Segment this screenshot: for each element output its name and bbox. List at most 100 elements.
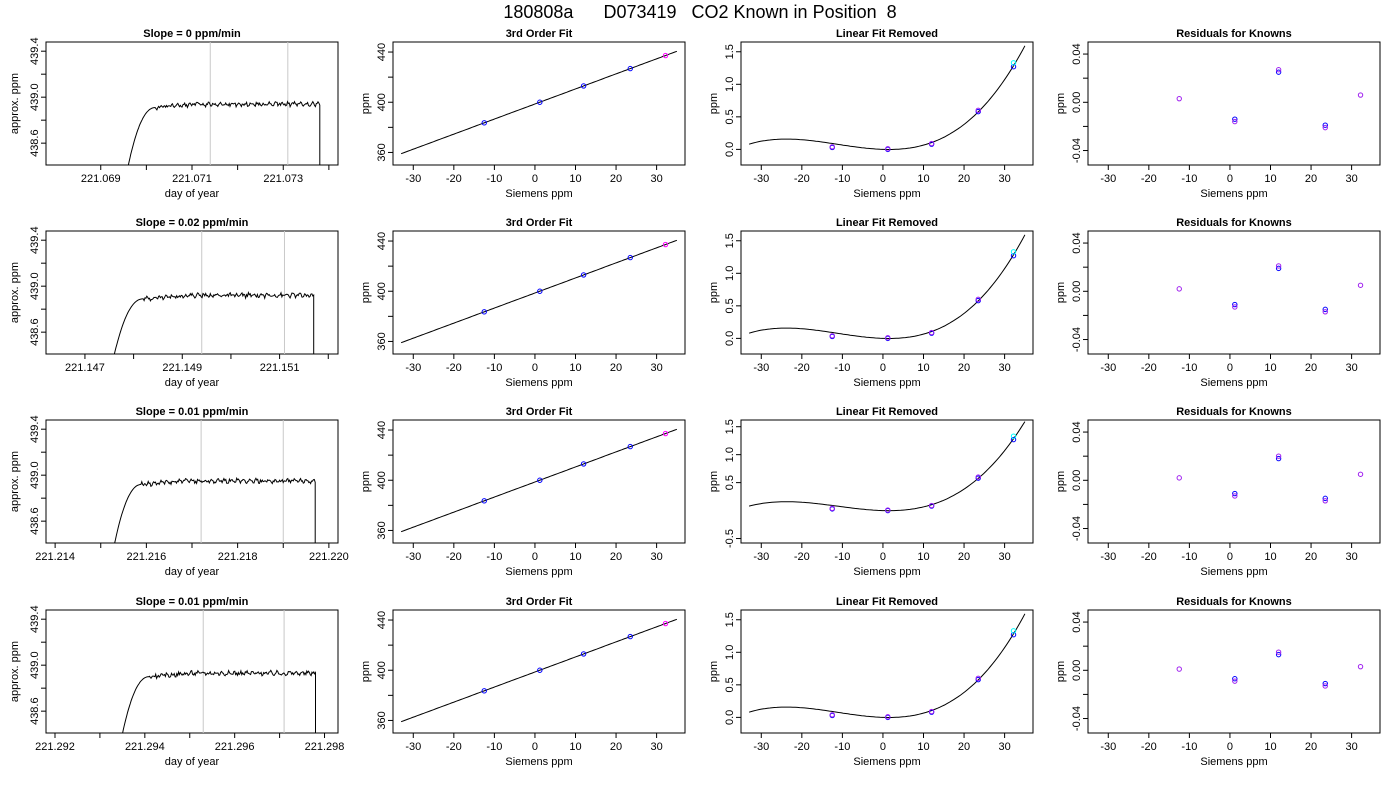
- y-tick-label: 0.5: [724, 677, 736, 692]
- y-tick-label: 400: [376, 282, 388, 300]
- y-tick-label: 0.5: [724, 475, 736, 490]
- y-tick-label: 439.0: [29, 83, 41, 111]
- x-axis-label: Siemens ppm: [1200, 188, 1267, 200]
- panel-title: Slope = 0.01 ppm/min: [136, 406, 249, 418]
- panel-title: Linear Fit Removed: [836, 28, 938, 40]
- y-tick-label: 438.6: [29, 697, 41, 725]
- data-point: [580, 83, 587, 89]
- trace-line: [122, 669, 316, 733]
- data-point: [1322, 680, 1328, 687]
- x-axis-label: Siemens ppm: [853, 377, 920, 389]
- y-tick-label: 0.0: [724, 710, 736, 725]
- x-tick-label: 20: [1305, 362, 1317, 374]
- data-point: [1010, 60, 1017, 66]
- x-tick-label: 30: [1345, 551, 1357, 563]
- x-tick-label: 0: [532, 173, 538, 185]
- x-tick-label: 221.292: [35, 741, 75, 753]
- y-axis-label: approx. ppm: [9, 641, 21, 702]
- y-axis-label: ppm: [708, 93, 720, 114]
- x-tick-label: 0: [1227, 741, 1233, 753]
- fit-curve: [400, 618, 678, 723]
- data-point: [928, 502, 935, 509]
- x-tick-label: 0: [1227, 173, 1233, 185]
- y-axis-label: approx. ppm: [9, 451, 21, 512]
- x-tick-label: -10: [486, 741, 502, 753]
- fit-curve: [400, 239, 678, 344]
- y-tick-label: 439.0: [29, 461, 41, 489]
- data-point: [627, 443, 633, 450]
- data-point: [829, 144, 835, 150]
- x-tick-label: 221.149: [162, 362, 202, 374]
- x-tick-label: -20: [1141, 173, 1157, 185]
- x-tick-label: 30: [1345, 741, 1357, 753]
- y-axis-label: approx. ppm: [9, 262, 21, 323]
- data-point: [1275, 265, 1282, 272]
- data-point: [1357, 92, 1364, 98]
- x-tick-label: -30: [405, 551, 421, 563]
- y-tick-label: 360: [376, 711, 388, 729]
- x-tick-label: -20: [446, 173, 462, 185]
- x-tick-label: 30: [650, 551, 662, 563]
- x-tick-label: 221.147: [65, 362, 105, 374]
- plot-frame: [740, 41, 1034, 166]
- data-point: [1176, 475, 1182, 481]
- fit-curve: [748, 421, 1026, 512]
- y-tick-label: 0.0: [724, 142, 736, 157]
- y-tick-label: 0.0: [724, 331, 736, 346]
- data-point: [1232, 678, 1238, 684]
- y-tick-label: -0.04: [1071, 516, 1083, 541]
- data-point: [580, 272, 587, 278]
- x-axis-label: day of year: [165, 756, 220, 768]
- data-point: [1232, 304, 1238, 310]
- data-point: [1322, 309, 1328, 315]
- x-axis-label: Siemens ppm: [505, 756, 572, 768]
- x-axis-label: Siemens ppm: [853, 756, 920, 768]
- data-point: [885, 507, 891, 513]
- plot-frame: [740, 609, 1034, 734]
- y-tick-label: 0.00: [1071, 281, 1083, 302]
- x-tick-label: 20: [958, 173, 970, 185]
- x-tick-label: -30: [1100, 173, 1116, 185]
- data-point: [1275, 453, 1282, 459]
- x-tick-label: 10: [1264, 173, 1276, 185]
- y-tick-label: 1.0: [724, 645, 736, 660]
- plot-frame: [45, 609, 339, 734]
- data-point: [885, 335, 891, 341]
- x-axis-label: Siemens ppm: [1200, 566, 1267, 578]
- data-point: [662, 620, 669, 627]
- data-point: [481, 688, 487, 694]
- data-point: [1232, 116, 1238, 122]
- x-tick-label: -30: [753, 173, 769, 185]
- data-point: [1275, 263, 1282, 269]
- x-tick-label: -10: [834, 173, 850, 185]
- plot-frame: [740, 419, 1034, 544]
- trace-line: [127, 100, 321, 165]
- panel-title: Slope = 0.02 ppm/min: [136, 217, 249, 229]
- data-point: [975, 107, 981, 114]
- data-point: [580, 651, 587, 657]
- y-axis-label: ppm: [1055, 93, 1067, 114]
- x-tick-label: 221.069: [81, 173, 121, 185]
- data-point: [1275, 69, 1282, 75]
- x-tick-label: 221.294: [125, 741, 165, 753]
- y-tick-label: 0.00: [1071, 92, 1083, 113]
- data-point: [1275, 651, 1282, 658]
- data-point: [580, 461, 587, 467]
- y-tick-label: 440: [376, 421, 388, 439]
- data-point: [928, 708, 935, 715]
- x-tick-label: 30: [998, 362, 1010, 374]
- x-tick-label: 221.071: [172, 173, 212, 185]
- plot-frame: [45, 230, 339, 355]
- panel-title: Residuals for Knowns: [1176, 596, 1292, 608]
- data-point: [885, 714, 891, 720]
- x-tick-label: 0: [532, 362, 538, 374]
- plot-frame: [1087, 230, 1381, 355]
- y-tick-label: 0.5: [724, 298, 736, 313]
- panel-title: Slope = 0.01 ppm/min: [136, 596, 249, 608]
- data-point: [1176, 95, 1182, 102]
- data-point: [1322, 498, 1328, 504]
- x-tick-label: -10: [834, 362, 850, 374]
- data-point: [1176, 286, 1182, 292]
- data-point: [1322, 122, 1328, 128]
- x-tick-label: 30: [998, 173, 1010, 185]
